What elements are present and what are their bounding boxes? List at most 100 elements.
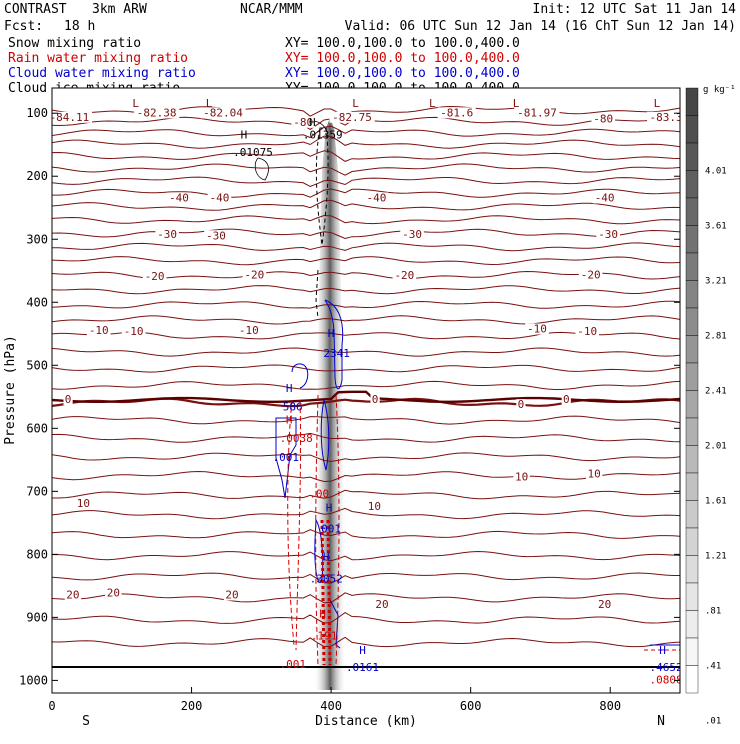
contour-label: 10	[77, 497, 90, 510]
rain-contour	[335, 394, 340, 666]
contour-label: -40	[367, 191, 387, 204]
extremum-label: .0038	[280, 432, 313, 445]
isotherm	[52, 636, 680, 648]
extremum-label: .0808	[649, 674, 682, 687]
isotherm	[52, 612, 680, 624]
isotherm	[52, 315, 680, 325]
x-axis-label: Distance (km)	[315, 714, 417, 729]
extremum-label: H	[286, 413, 293, 426]
contour-label-bg	[86, 324, 111, 336]
contour-label: 0	[372, 393, 379, 406]
colorbar-box	[685, 280, 699, 309]
contour-label-bg	[578, 269, 603, 281]
plot-area	[52, 88, 680, 693]
extremum-label: 001	[321, 522, 341, 535]
colorbar-label: 1.61	[705, 497, 727, 507]
contour-label: -82.04	[203, 106, 243, 119]
contour-labels: -84.11 -82.38 -82.04 -80 -82.75 -81.6 -81.97 -8…	[50, 106, 682, 611]
extremum-label: H	[323, 551, 330, 564]
contour-label: -84.11	[50, 111, 90, 124]
isotherm	[52, 489, 680, 500]
org-name: NCAR/MMM	[240, 2, 303, 17]
y-tick-label: 1000	[19, 673, 48, 687]
contour-label-bg	[585, 468, 603, 480]
extremum-label: L	[513, 97, 520, 110]
isotherm	[52, 163, 680, 176]
colorbar-box	[685, 335, 699, 364]
colorbar-label: 3.61	[705, 222, 727, 232]
contour-label-bg	[223, 589, 241, 601]
contour-label-bg	[167, 192, 191, 204]
contour-label-bg	[370, 394, 380, 406]
colorbar-box	[685, 87, 699, 116]
contour-label: 20	[375, 598, 388, 611]
contour-label: -82.75	[332, 111, 372, 124]
contour-label-bg	[514, 107, 560, 119]
snow-contour	[315, 269, 319, 319]
contour-label-bg	[52, 111, 93, 123]
legend-name: Cloud water mixing ratio	[8, 66, 196, 81]
contour-label: -83.3	[649, 111, 682, 124]
x-tick-label: 800	[599, 699, 621, 713]
colorbar-label: .01	[705, 717, 721, 727]
extremum-label: .001	[279, 658, 306, 671]
contour-label: -10	[124, 325, 144, 338]
isotherm	[52, 135, 680, 149]
colorbar-label: 1.21	[705, 552, 727, 562]
contour-label: -30	[157, 228, 177, 241]
legend-name: Snow mixing ratio	[8, 36, 141, 51]
y-tick-label: 400	[26, 295, 48, 309]
x-tick-label: 400	[320, 699, 342, 713]
contour-label: -80	[593, 113, 613, 126]
extremum-label: .0161	[346, 661, 379, 674]
colorbar-box	[685, 472, 699, 501]
contour-label: -40	[595, 191, 615, 204]
extremum-label: .00	[309, 488, 329, 501]
x-end-label-left: S	[82, 714, 90, 729]
extremum-label: L	[429, 97, 436, 110]
isotherm	[52, 470, 680, 483]
contour-label-bg	[516, 399, 526, 411]
colorbar-unit: g kg⁻¹	[703, 85, 736, 95]
contour-label: 10	[588, 467, 601, 480]
rain-contour	[295, 399, 302, 651]
isotherm	[52, 380, 680, 390]
extremum-label: H	[326, 502, 333, 515]
contour-label-bg	[134, 107, 180, 119]
contour-label-bg	[596, 228, 620, 240]
contour-label-bg	[525, 323, 549, 335]
cloud-water-contour	[291, 363, 309, 389]
isotherm	[52, 432, 680, 443]
cloud-water-contour	[324, 299, 344, 390]
cloud-water-contour	[320, 399, 330, 471]
colorbar-box	[685, 417, 699, 446]
contour-label: 20	[107, 587, 120, 600]
y-tick-label: 100	[26, 106, 48, 120]
run-name: 3km ARW	[92, 2, 147, 17]
rain-contour	[287, 399, 295, 646]
colorbar-box	[685, 610, 699, 639]
isotherm	[52, 188, 680, 198]
contour-label: 0	[65, 393, 72, 406]
colorbar-box	[685, 390, 699, 419]
contour-label: -81.6	[440, 106, 473, 119]
contour-label-bg	[513, 471, 530, 483]
temperature-contours	[52, 105, 680, 648]
contour-label-bg	[366, 501, 383, 513]
colorbar-box	[685, 555, 699, 584]
fcst-value: 18 h	[64, 19, 95, 34]
extremum-label: H	[328, 327, 335, 340]
y-tick-label: 200	[26, 169, 48, 183]
isotherm	[52, 364, 680, 373]
snow-contour	[315, 127, 329, 246]
contour-label: 0	[563, 393, 570, 406]
extremum-label: H	[241, 128, 248, 141]
contour-label-bg	[592, 192, 617, 204]
contour-label-bg	[64, 589, 82, 601]
contour-label: -20	[581, 268, 601, 281]
isotherm	[52, 592, 680, 604]
contour-label: -20	[394, 269, 414, 282]
isotherm	[52, 331, 680, 340]
